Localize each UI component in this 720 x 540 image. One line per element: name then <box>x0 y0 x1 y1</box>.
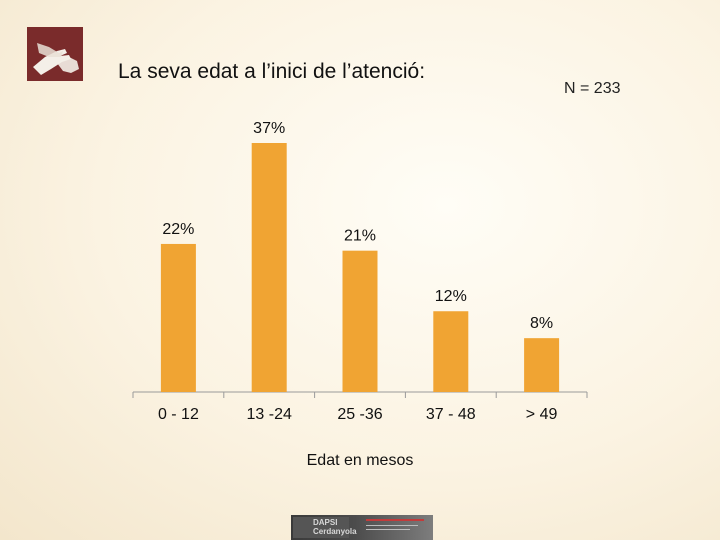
data-label: 12% <box>435 288 467 305</box>
footer-rule <box>366 529 410 530</box>
data-label: 37% <box>253 120 285 137</box>
footer-brand-line2: Cerdanyola <box>313 527 357 536</box>
data-label: 8% <box>530 315 553 332</box>
bar-4 <box>433 311 469 392</box>
dapsi-logo-icon: DAPSI Cerdanyola <box>291 515 433 540</box>
footer-rule <box>366 525 418 526</box>
sample-size-label: N = 233 <box>564 80 621 97</box>
x-tick-label: > 49 <box>526 406 558 423</box>
x-tick-label: 37 - 48 <box>426 406 476 423</box>
bar-5 <box>524 338 560 392</box>
data-label: 22% <box>162 221 194 238</box>
bar-1 <box>160 243 196 392</box>
x-axis-title: Edat en mesos <box>307 452 414 469</box>
x-tick-label: 25 -36 <box>337 406 382 423</box>
data-label: 21% <box>344 228 376 245</box>
hands-logo-icon <box>27 27 83 81</box>
bar-2 <box>251 143 287 392</box>
x-tick-label: 13 -24 <box>247 406 292 423</box>
footer-accent <box>366 519 424 521</box>
footer-brand: DAPSI Cerdanyola <box>313 518 357 536</box>
footer-brand-line1: DAPSI <box>313 518 338 527</box>
chart-title: La seva edat a l’inici de l’atenció: <box>118 60 426 83</box>
bar-3 <box>342 250 378 392</box>
dapsi-mark <box>293 517 349 538</box>
x-tick-label: 0 - 12 <box>158 406 199 423</box>
